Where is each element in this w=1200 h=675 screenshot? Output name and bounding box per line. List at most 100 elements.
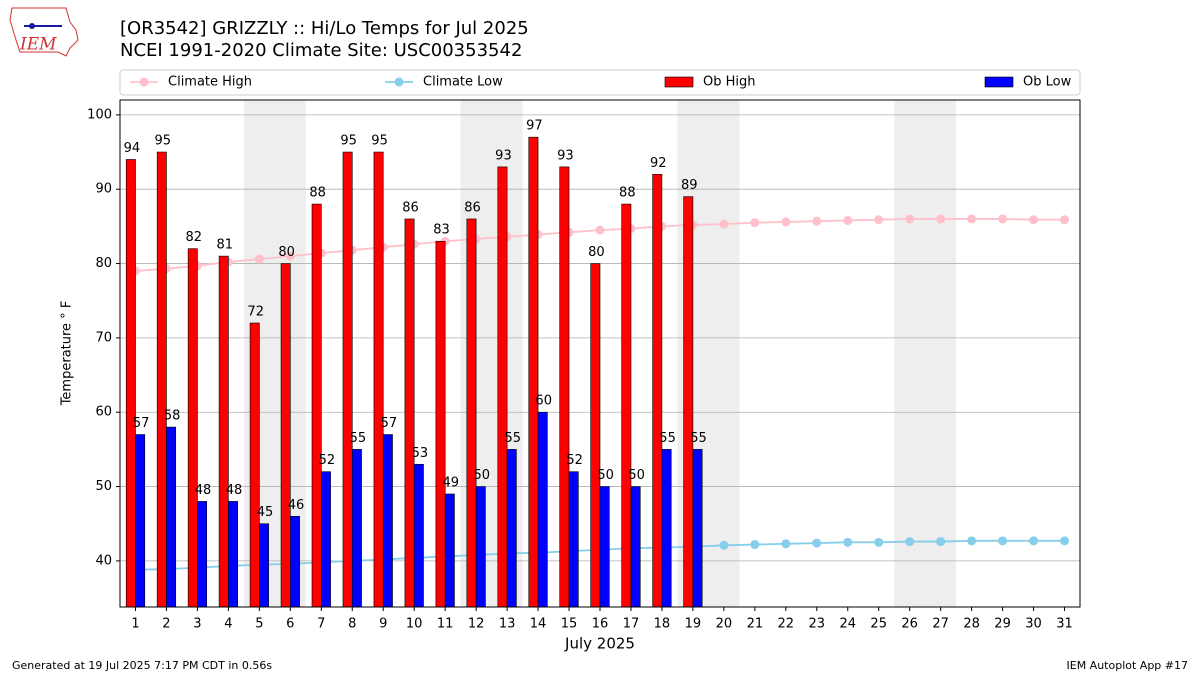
data-label: 55 — [504, 431, 521, 446]
bar — [683, 196, 694, 608]
line-marker — [998, 214, 1008, 224]
line-marker — [719, 219, 729, 229]
data-label: 80 — [588, 245, 605, 260]
data-label: 48 — [226, 483, 243, 498]
data-label: 55 — [659, 431, 676, 446]
bar — [218, 255, 229, 608]
data-label: 72 — [247, 305, 264, 320]
bar — [125, 159, 136, 608]
bar — [187, 248, 198, 608]
bar — [528, 136, 539, 608]
x-tick-label: 18 — [654, 617, 671, 632]
bar — [475, 486, 486, 608]
bar — [166, 426, 177, 608]
x-tick-label: 2 — [162, 617, 170, 632]
bar — [630, 486, 641, 608]
data-label: 93 — [557, 148, 574, 163]
line-marker — [936, 537, 946, 547]
x-tick-label: 10 — [406, 617, 423, 632]
logo: IEM — [9, 7, 79, 57]
bar — [692, 449, 703, 608]
y-tick-label: 50 — [95, 479, 112, 494]
line-marker — [1029, 215, 1039, 225]
line-marker — [874, 537, 884, 547]
data-label: 49 — [443, 476, 460, 491]
bar — [382, 434, 393, 608]
y-tick-label: 80 — [95, 256, 112, 271]
y-tick-label: 40 — [95, 553, 112, 568]
x-tick-label: 14 — [530, 617, 547, 632]
footer-left: Generated at 19 Jul 2025 7:17 PM CDT in … — [12, 659, 272, 672]
line-marker — [905, 214, 915, 224]
logo-outline — [9, 7, 79, 57]
x-tick-label: 12 — [468, 617, 485, 632]
data-label: 50 — [597, 468, 614, 483]
bar — [621, 203, 632, 608]
data-label: 93 — [495, 148, 512, 163]
x-tick-label: 5 — [255, 617, 263, 632]
legend-label: Climate Low — [423, 75, 503, 90]
bar — [444, 493, 455, 608]
data-label: 58 — [164, 409, 181, 424]
legend-label: Ob Low — [1023, 75, 1072, 90]
bar — [497, 166, 508, 608]
x-tick-label: 30 — [1025, 617, 1042, 632]
data-label: 60 — [535, 394, 552, 409]
data-label: 86 — [402, 200, 419, 215]
line-marker — [936, 214, 946, 224]
footer-right: IEM Autoplot App #17 — [1067, 659, 1189, 672]
data-label: 94 — [124, 141, 141, 156]
legend-swatch — [664, 76, 694, 88]
x-tick-label: 7 — [317, 617, 325, 632]
bar — [259, 523, 269, 608]
x-tick-label: 31 — [1056, 617, 1073, 632]
line-marker — [254, 254, 264, 264]
bar — [156, 151, 167, 608]
data-label: 95 — [340, 134, 357, 149]
line-marker — [750, 218, 760, 228]
x-tick-label: 3 — [193, 617, 201, 632]
bar — [661, 449, 672, 608]
y-tick-label: 60 — [95, 405, 112, 420]
data-label: 57 — [381, 416, 398, 431]
data-label: 45 — [257, 505, 274, 520]
bar — [466, 218, 477, 608]
data-label: 95 — [371, 134, 388, 149]
legend-label: Climate High — [168, 75, 252, 90]
x-tick-label: 4 — [224, 617, 232, 632]
legend-marker — [394, 77, 404, 87]
x-axis-label: July 2025 — [564, 635, 635, 653]
bar — [135, 434, 146, 608]
bar — [506, 449, 517, 608]
weekend-shade — [925, 100, 957, 607]
data-label: 55 — [690, 431, 707, 446]
line-marker — [998, 536, 1008, 546]
plot-frame — [119, 99, 1081, 608]
bar — [311, 203, 322, 608]
x-tick-label: 17 — [623, 617, 640, 632]
x-tick-label: 28 — [963, 617, 980, 632]
x-tick-label: 27 — [932, 617, 949, 632]
x-tick-label: 11 — [437, 617, 454, 632]
logo-dot — [29, 23, 35, 29]
y-axis-label: Temperature ° F — [60, 301, 75, 407]
line-marker — [781, 539, 791, 549]
bar — [351, 449, 362, 608]
data-label: 57 — [133, 416, 150, 431]
x-tick-label: 20 — [716, 617, 733, 632]
x-tick-label: 25 — [870, 617, 887, 632]
data-label: 89 — [681, 178, 698, 193]
bar — [435, 240, 446, 608]
x-tick-label: 15 — [561, 617, 578, 632]
line-marker — [843, 215, 853, 225]
bar — [228, 501, 238, 608]
data-label: 86 — [464, 200, 481, 215]
line-marker — [812, 538, 822, 548]
data-label: 81 — [216, 238, 233, 253]
line-marker — [967, 536, 977, 546]
line-marker — [1060, 536, 1070, 546]
data-label: 48 — [195, 483, 212, 498]
y-tick-label: 70 — [95, 330, 112, 345]
data-label: 50 — [474, 468, 491, 483]
